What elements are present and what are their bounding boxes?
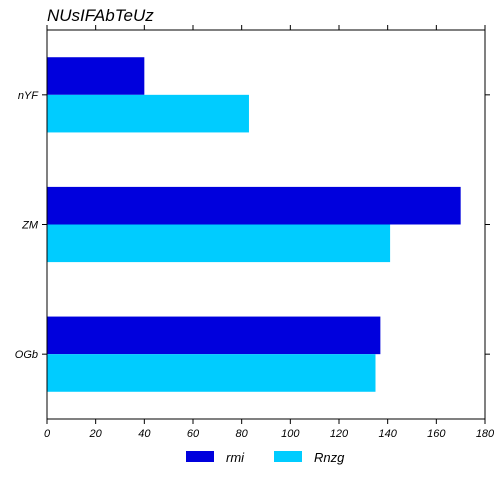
y-tick-label: OGb bbox=[15, 349, 38, 361]
x-tick-label: 180 bbox=[476, 428, 495, 440]
bar-Rnzg-OGb bbox=[47, 354, 376, 392]
x-tick-label: 0 bbox=[44, 428, 51, 440]
axis-ticks: 0 20 40 60 80 100 120 140 160 180 nYF ZM OGb bbox=[15, 25, 495, 440]
x-tick-label: 40 bbox=[138, 428, 151, 440]
x-tick-label: 120 bbox=[330, 428, 349, 440]
legend-swatch-Rnzg bbox=[274, 451, 302, 462]
bar-rmi-ZM bbox=[47, 186, 461, 225]
bar-rmi-OGb bbox=[47, 316, 381, 355]
chart-title: NUsIFAbTeUz bbox=[47, 6, 154, 25]
x-tick-label: 160 bbox=[427, 428, 446, 440]
x-tick-label: 100 bbox=[281, 428, 300, 440]
legend-label-rmi: rmi bbox=[226, 450, 245, 465]
legend-label-Rnzg: Rnzg bbox=[314, 450, 345, 465]
y-tick-label: ZM bbox=[21, 220, 39, 232]
x-tick-label: 60 bbox=[187, 428, 200, 440]
bar-rmi-nYF bbox=[47, 57, 145, 95]
bar-Rnzg-ZM bbox=[47, 224, 391, 263]
legend: rmi Rnzg bbox=[186, 450, 345, 465]
x-tick-label: 20 bbox=[89, 428, 103, 440]
x-tick-label: 140 bbox=[378, 428, 397, 440]
bar-Rnzg-nYF bbox=[47, 94, 249, 133]
bars-layer bbox=[47, 57, 461, 392]
legend-swatch-rmi bbox=[186, 451, 214, 462]
x-tick-label: 80 bbox=[236, 428, 249, 440]
y-tick-label: nYF bbox=[18, 90, 39, 102]
